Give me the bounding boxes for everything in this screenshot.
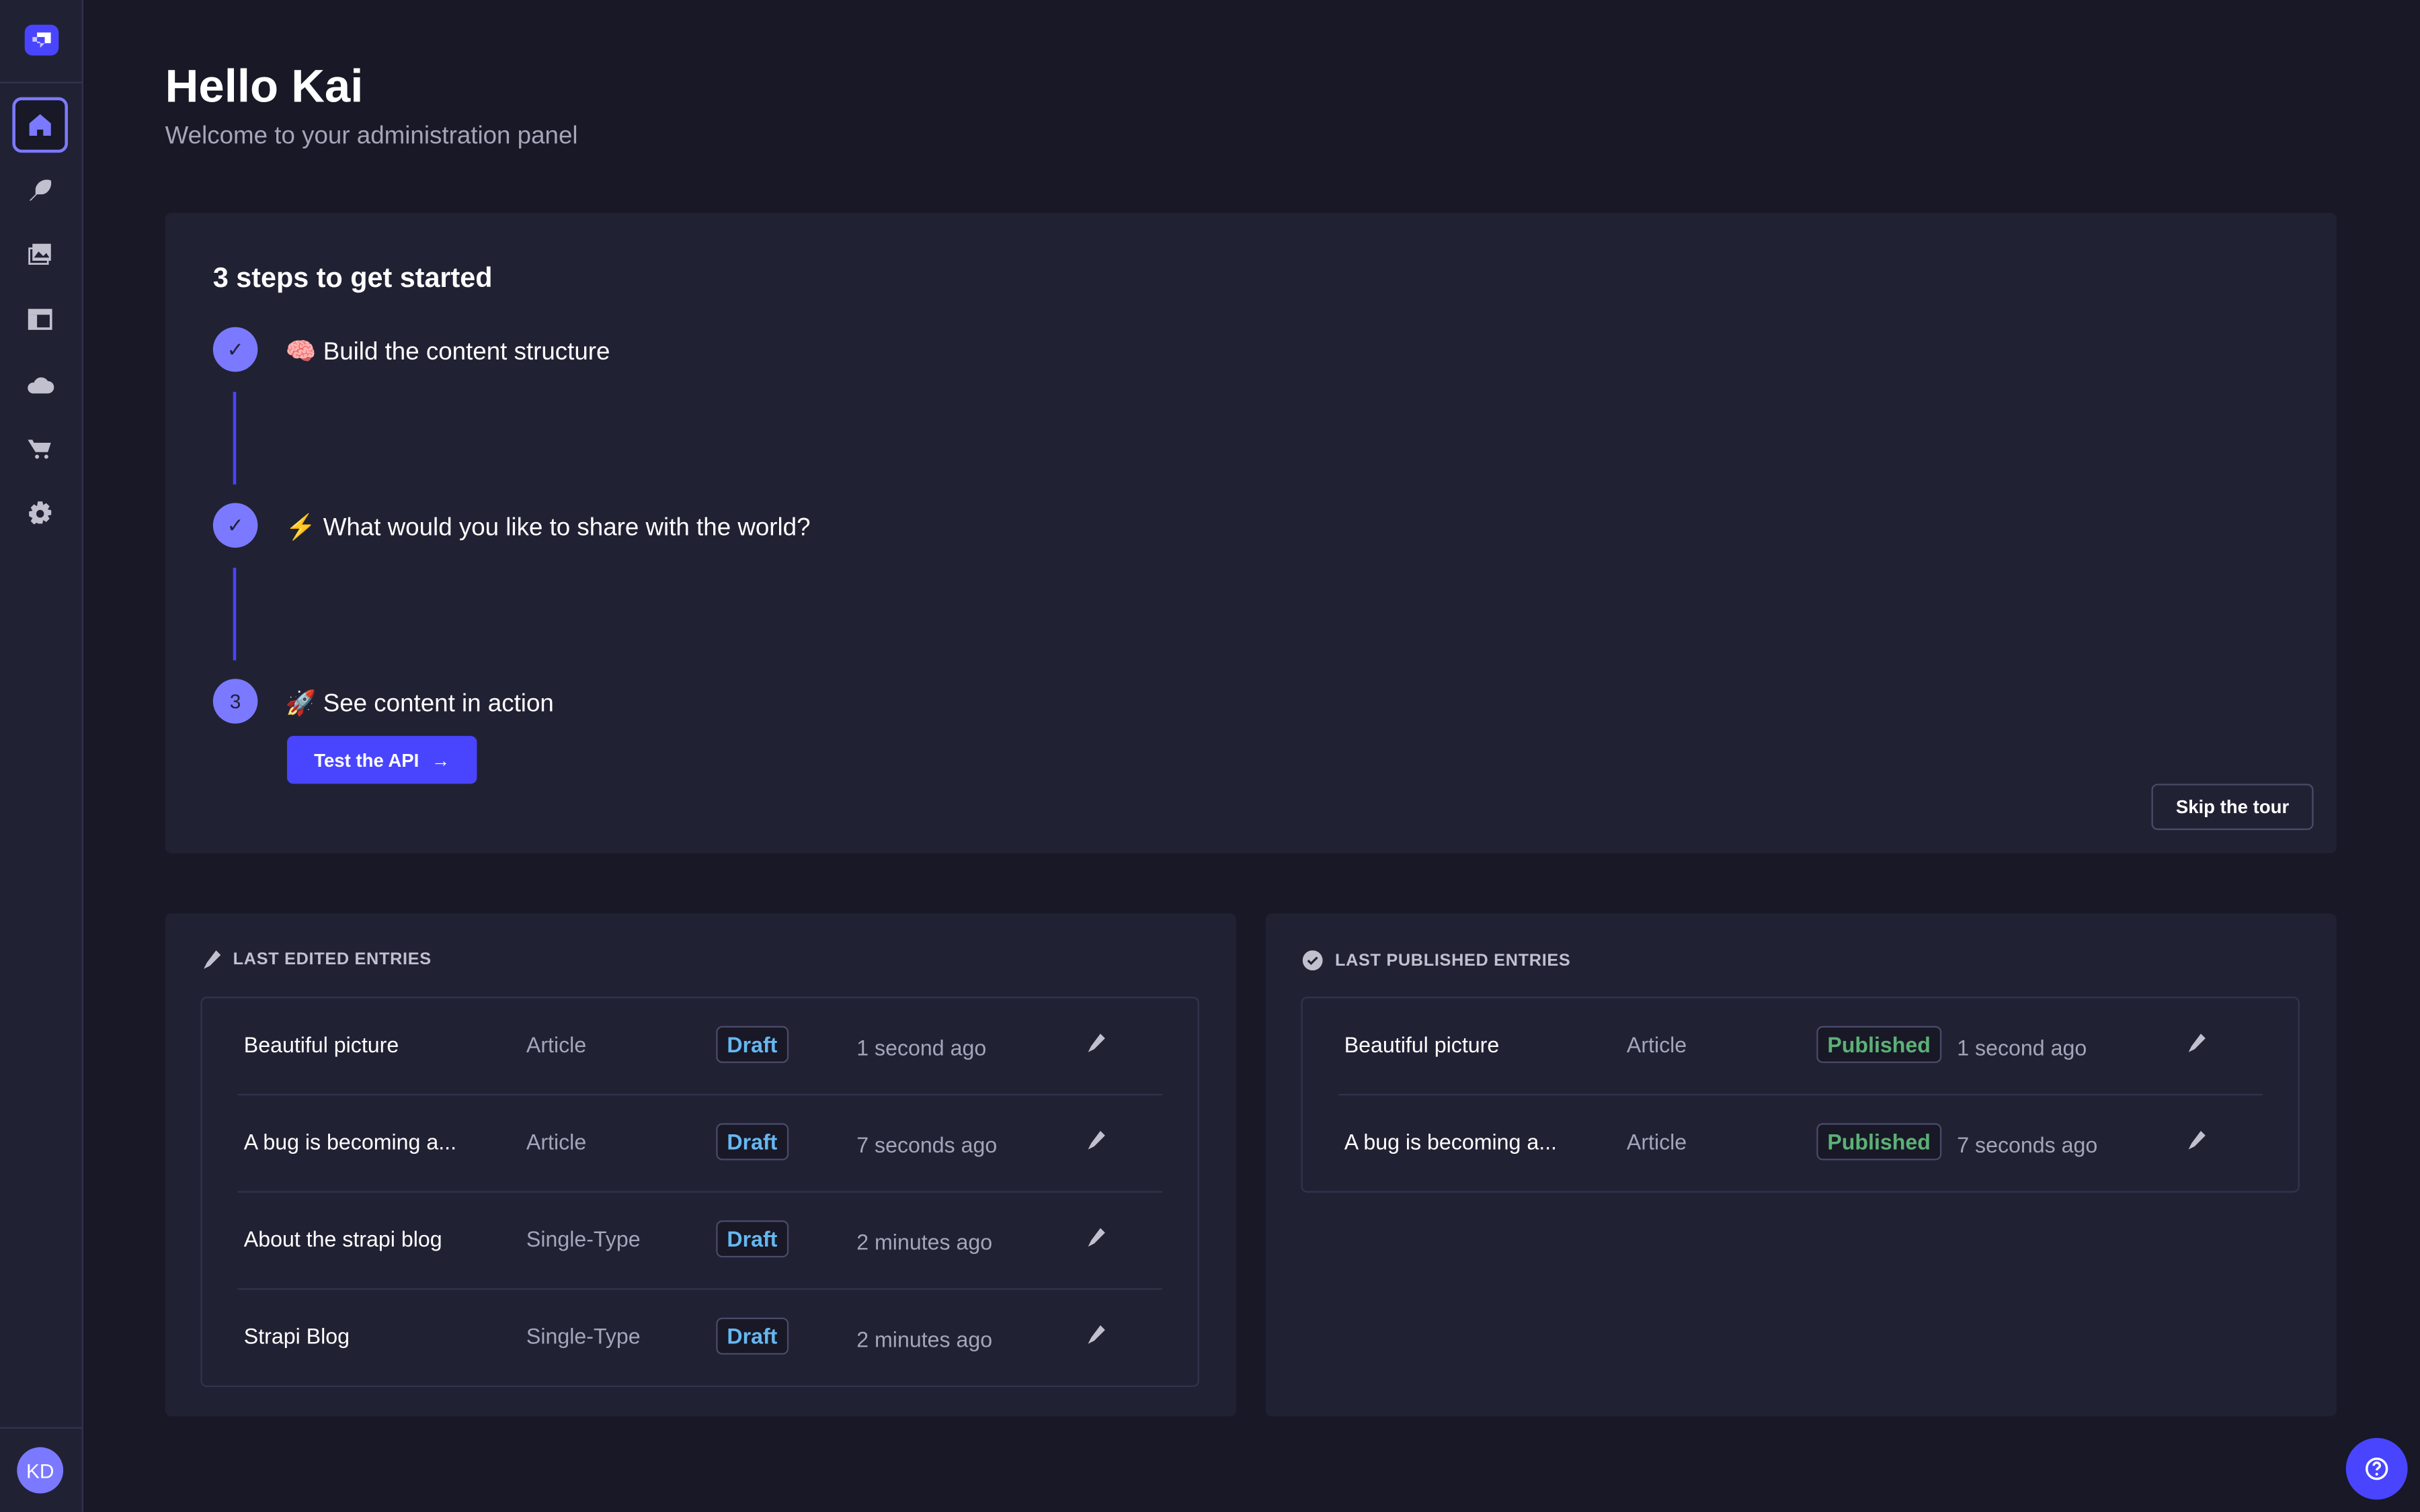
strapi-logo-icon[interactable] (24, 24, 59, 56)
table-row[interactable]: Beautiful picture Article Draft 1 second… (237, 998, 1162, 1096)
last-published-card: LAST PUBLISHED ENTRIES Beautiful picture… (1265, 913, 2337, 1417)
table-row[interactable]: A bug is becoming a... Article Draft 7 s… (237, 1095, 1162, 1193)
card-header: LAST EDITED ENTRIES (202, 950, 432, 969)
step-connector (233, 567, 237, 661)
sidebar-item-home[interactable] (12, 97, 69, 153)
entry-time: 1 second ago (1957, 1035, 2087, 1060)
brain-icon: 🧠 (285, 339, 317, 366)
status-badge: Published (1816, 1025, 1942, 1063)
table-row[interactable]: A bug is becoming a... Article Published… (1338, 1095, 2263, 1191)
entry-type: Article (1626, 1129, 1687, 1154)
steps-title: 3 steps to get started (212, 262, 493, 294)
question-icon (2366, 1458, 2388, 1480)
entry-time: 1 second ago (856, 1035, 987, 1060)
entry-type: Single-Type (526, 1226, 641, 1251)
step-connector (233, 392, 237, 485)
entry-time: 2 minutes ago (856, 1229, 993, 1255)
edit-pencil-icon[interactable] (2187, 1032, 2206, 1057)
divider (0, 1427, 82, 1429)
edit-pencil-icon[interactable] (2187, 1130, 2206, 1154)
entry-type: Article (526, 1129, 587, 1154)
sidebar: KD (0, 0, 83, 1512)
home-icon (29, 114, 51, 136)
step-1-check-icon: ✓ (212, 327, 258, 372)
cart-icon (28, 439, 51, 459)
cloud-icon (28, 377, 54, 394)
status-badge: Draft (716, 1123, 789, 1161)
sidebar-item-deploy[interactable] (12, 356, 68, 412)
card-header: LAST PUBLISHED ENTRIES (1302, 950, 1571, 971)
edit-pencil-icon[interactable] (1086, 1226, 1105, 1251)
edit-pencil-icon[interactable] (1086, 1130, 1105, 1154)
sidebar-item-content-manager[interactable] (12, 162, 68, 218)
sidebar-item-content-type-builder[interactable] (12, 292, 68, 347)
entry-title: A bug is becoming a... (1344, 1129, 1558, 1154)
card-title: LAST EDITED ENTRIES (233, 950, 432, 969)
entry-title: Beautiful picture (1344, 1032, 1500, 1057)
status-badge: Draft (716, 1317, 789, 1355)
rocket-icon: 🚀 (285, 691, 317, 718)
sidebar-item-media-library[interactable] (12, 226, 68, 282)
table-row[interactable]: Strapi Blog Single-Type Draft 2 minutes … (238, 1290, 1162, 1385)
sidebar-item-marketplace[interactable] (12, 421, 68, 477)
entry-time: 7 seconds ago (856, 1132, 998, 1157)
step-2-label: What would you like to share with the wo… (323, 515, 811, 542)
entry-title: A bug is becoming a... (243, 1129, 457, 1154)
lightning-icon: ⚡ (285, 515, 317, 542)
entry-title: Strapi Blog (243, 1323, 350, 1349)
step-1: 🧠 Build the content structure (286, 337, 610, 368)
gear-icon (29, 501, 52, 525)
arrow-right-icon: → (431, 749, 450, 771)
page-title: Hello Kai (165, 61, 364, 113)
help-button[interactable] (2345, 1437, 2408, 1500)
pencil-icon (204, 950, 221, 969)
step-3: 🚀 See content in action (286, 688, 554, 719)
skip-tour-button[interactable]: Skip the tour (2151, 784, 2314, 831)
last-edited-card: LAST EDITED ENTRIES Beautiful picture Ar… (165, 913, 1237, 1417)
status-badge: Draft (716, 1025, 789, 1063)
entry-type: Article (526, 1032, 587, 1057)
test-api-label: Test the API (314, 749, 419, 771)
feather-icon (29, 179, 52, 201)
table-row[interactable]: Beautiful picture Article Published 1 se… (1338, 998, 2263, 1096)
sidebar-item-settings[interactable] (12, 486, 68, 542)
avatar[interactable]: KD (17, 1447, 64, 1494)
table-row[interactable]: About the strapi blog Single-Type Draft … (237, 1193, 1162, 1290)
page-subtitle: Welcome to your administration panel (165, 123, 578, 150)
step-3-label: See content in action (323, 691, 554, 718)
entry-type: Article (1626, 1032, 1687, 1057)
layout-icon (28, 308, 52, 330)
entry-title: About the strapi blog (243, 1226, 442, 1251)
status-badge: Draft (716, 1220, 789, 1258)
step-3-number: 3 (212, 679, 258, 724)
last-published-table: Beautiful picture Article Published 1 se… (1301, 997, 2300, 1193)
edit-pencil-icon[interactable] (1086, 1324, 1105, 1349)
entry-type: Single-Type (526, 1323, 641, 1349)
getting-started-panel: 3 steps to get started ✓ 🧠 Build the con… (165, 212, 2337, 853)
step-1-label: Build the content structure (323, 339, 610, 366)
entry-time: 2 minutes ago (856, 1327, 993, 1352)
test-api-button[interactable]: Test the API → (287, 736, 477, 784)
divider (0, 81, 82, 83)
step-2: ⚡ What would you like to share with the … (286, 512, 811, 543)
status-badge: Published (1816, 1123, 1942, 1161)
step-2-check-icon: ✓ (212, 503, 258, 548)
check-circle-icon (1302, 950, 1323, 971)
card-title: LAST PUBLISHED ENTRIES (1334, 951, 1571, 970)
entry-time: 7 seconds ago (1957, 1132, 2098, 1157)
last-edited-table: Beautiful picture Article Draft 1 second… (200, 997, 1199, 1388)
entry-title: Beautiful picture (243, 1032, 399, 1057)
edit-pencil-icon[interactable] (1086, 1032, 1105, 1057)
media-library-icon (28, 243, 51, 265)
